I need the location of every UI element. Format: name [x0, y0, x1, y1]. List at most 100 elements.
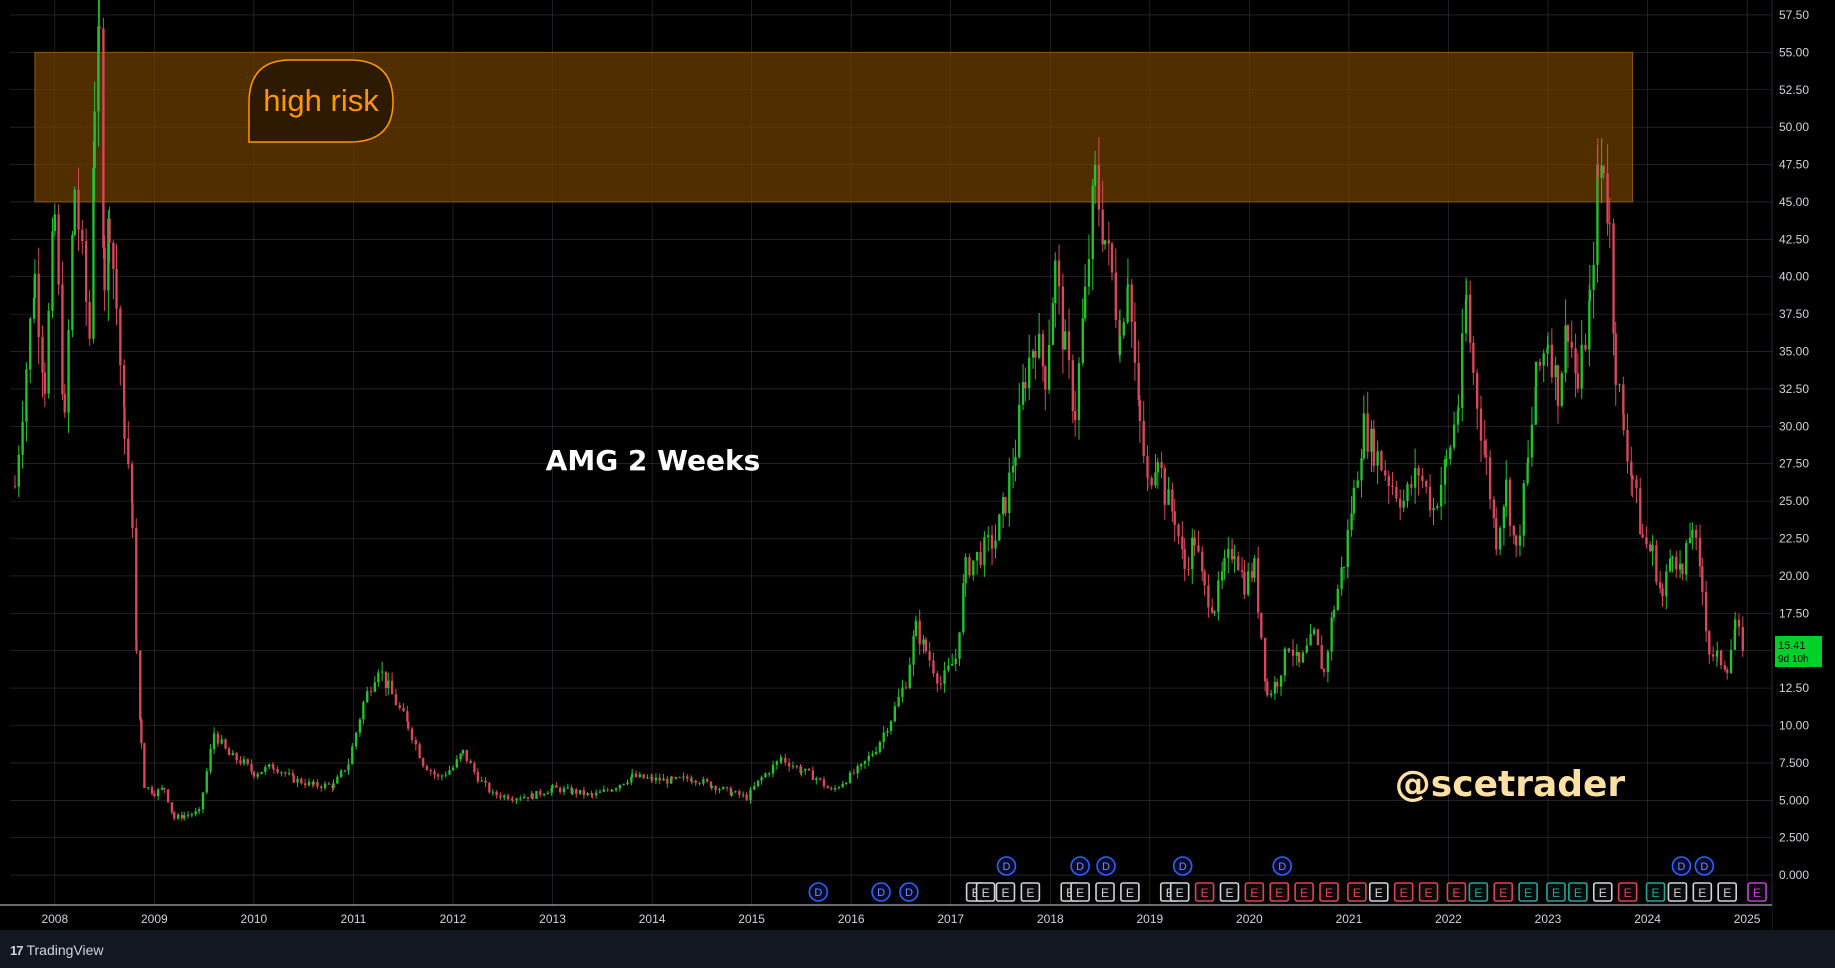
earnings-marker[interactable] [995, 882, 1016, 902]
earnings-marker[interactable] [1568, 882, 1588, 902]
candle-down [1114, 272, 1117, 320]
candle-down [143, 743, 146, 788]
candle-down [1608, 223, 1611, 225]
price-tick-label: 10.00 [1779, 718, 1809, 732]
earnings-marker[interactable] [1617, 882, 1638, 902]
candle-up [1618, 384, 1621, 386]
earnings-marker[interactable] [1070, 882, 1090, 902]
candle-up [1247, 571, 1250, 595]
earnings-marker[interactable] [975, 882, 996, 902]
candle-up [1156, 462, 1159, 473]
candle-up [1054, 260, 1057, 304]
earnings-marker[interactable] [1169, 882, 1190, 902]
earnings-marker[interactable] [1347, 882, 1367, 902]
candle-up [662, 778, 665, 781]
candle-down [939, 683, 942, 685]
price-tick-label: 30.00 [1779, 419, 1809, 433]
earnings-marker[interactable] [1244, 882, 1265, 902]
earnings-marker[interactable] [1446, 882, 1467, 902]
candle-up [922, 639, 925, 645]
candle-down [1479, 408, 1483, 441]
candle-down [433, 771, 436, 775]
earnings-marker[interactable] [1319, 882, 1339, 902]
tradingview-logo[interactable]: 17 TradingView [10, 942, 104, 958]
dividend-marker[interactable] [1172, 856, 1193, 876]
candle-up [1352, 487, 1356, 514]
earnings-marker[interactable] [1546, 882, 1566, 902]
dividend-marker[interactable] [1694, 856, 1715, 876]
candle-up [646, 777, 649, 779]
candle-down [140, 719, 143, 744]
candle-down [590, 793, 593, 795]
candle-down [1316, 629, 1320, 646]
high-risk-callout[interactable]: high risk [248, 59, 394, 143]
price-tick-label: 50.00 [1779, 120, 1809, 134]
earnings-marker[interactable] [1194, 882, 1215, 902]
candle-up [626, 782, 629, 784]
candle-up [17, 454, 20, 487]
earnings-marker[interactable] [1667, 882, 1688, 902]
time-tick-label: 2017 [937, 912, 964, 926]
candle-up [1678, 563, 1682, 570]
earnings-marker[interactable] [1468, 882, 1489, 902]
candle-up [1350, 513, 1353, 531]
earnings-marker[interactable] [1219, 882, 1240, 902]
chart[interactable]: D D DD D D D D D DE E E E E E E E E E E E E E E E E E E E E E E E E E E E E E… [0, 0, 1835, 930]
candle-up [1213, 611, 1216, 613]
candle-up [1087, 259, 1091, 287]
candle-up [280, 772, 283, 774]
candle-down [1237, 556, 1240, 571]
candle-down [1240, 570, 1244, 573]
candle-up [1498, 528, 1502, 550]
earnings-marker[interactable] [1020, 882, 1041, 902]
candle-down [418, 744, 421, 759]
candle-up [586, 793, 589, 796]
candle-down [936, 673, 939, 684]
dividend-marker[interactable] [871, 882, 891, 902]
candle-down [1641, 534, 1644, 538]
earnings-marker[interactable] [1493, 882, 1514, 902]
event-markers[interactable]: D D DD D D D D D DE E E E E E E E E E E E E E E E E E E E E E E E E E E E E E… [808, 856, 1767, 902]
earnings-marker[interactable] [1269, 882, 1290, 902]
candle-up [800, 770, 803, 773]
candle-down [150, 787, 154, 794]
earnings-marker[interactable] [1393, 882, 1414, 902]
earnings-marker[interactable] [1645, 882, 1666, 902]
candle-down [1570, 341, 1573, 349]
earnings-marker[interactable] [1692, 882, 1713, 902]
earnings-marker[interactable] [1717, 882, 1738, 902]
price-tick-label: 25.00 [1779, 494, 1809, 508]
dividend-marker[interactable] [1272, 856, 1293, 876]
candle-up [760, 777, 763, 781]
dividend-marker[interactable] [996, 856, 1017, 876]
earnings-marker[interactable] [1592, 882, 1613, 902]
candle-down [1243, 572, 1246, 595]
candle-down [510, 799, 514, 801]
candle-up [73, 189, 76, 236]
earnings-marker[interactable] [1418, 882, 1439, 902]
dividend-marker[interactable] [899, 882, 919, 902]
earnings-marker[interactable] [1294, 882, 1314, 902]
candle-down [694, 780, 697, 784]
earnings-marker[interactable] [1747, 882, 1767, 902]
dividend-marker[interactable] [1096, 856, 1116, 876]
dividend-marker[interactable] [1070, 856, 1090, 876]
candle-down [1197, 545, 1200, 552]
candle-up [1564, 325, 1567, 374]
dividend-marker[interactable] [1671, 856, 1692, 876]
price-axis[interactable]: 57.50 55.00 52.50 50.00 47.50 45.00 42.50 40.00… [1779, 8, 1809, 882]
candle-up [1546, 344, 1550, 349]
candle-down [1146, 477, 1150, 479]
time-axis[interactable]: 2008 2009 2010 2011 2012 2013 2014 2015 2016 2017… [41, 912, 1760, 926]
time-tick-label: 2014 [639, 912, 666, 926]
candle-down [425, 766, 429, 771]
earnings-marker[interactable] [1095, 882, 1115, 902]
earnings-marker[interactable] [1518, 882, 1538, 902]
price-tick-label: 47.50 [1779, 158, 1809, 172]
candle-down [531, 793, 534, 799]
candle-down [1719, 650, 1723, 666]
earnings-marker[interactable] [1120, 882, 1140, 902]
earnings-marker[interactable] [1368, 882, 1389, 902]
dividend-marker[interactable] [808, 882, 829, 902]
candle-down [1538, 361, 1542, 366]
